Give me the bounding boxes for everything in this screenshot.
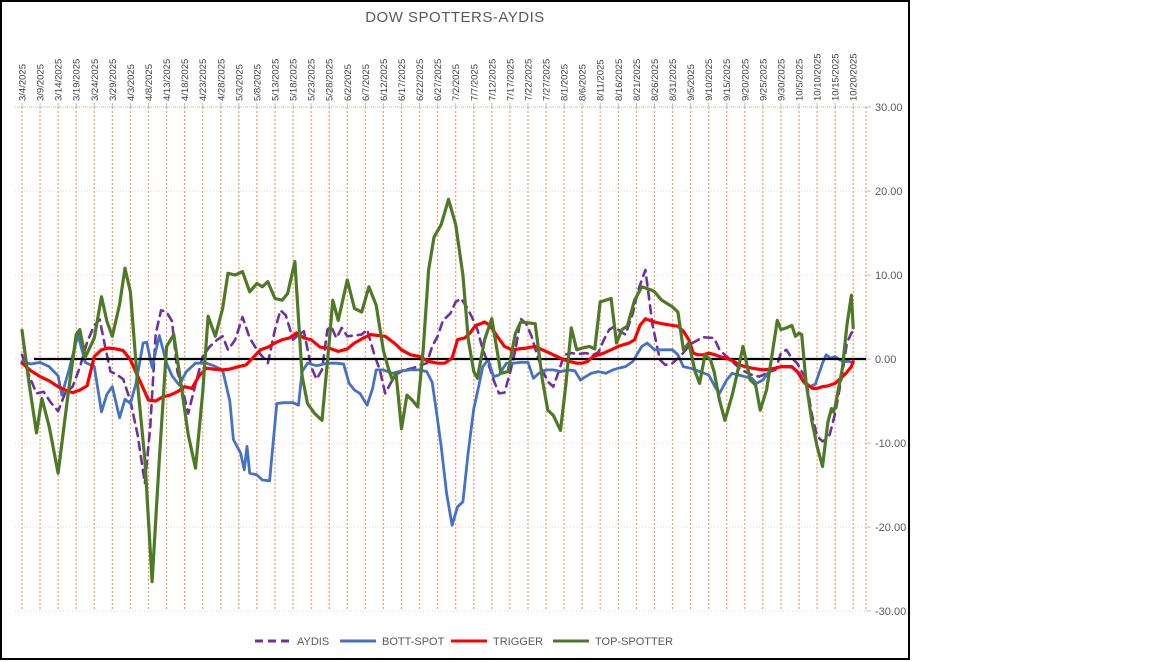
x-axis-date-label: 3/24/2025 [90, 59, 101, 101]
y-axis-label: -30.00 [875, 606, 906, 618]
x-axis-date-label: 4/13/2025 [162, 59, 173, 101]
y-axis-label: 30.00 [875, 102, 903, 114]
x-axis-date-label: 3/9/2025 [36, 64, 47, 101]
x-axis-date-label: 6/17/2025 [397, 59, 408, 101]
legend-label: TOP-SPOTTER [595, 636, 673, 648]
x-axis-date-label: 9/30/2025 [776, 59, 787, 101]
x-axis-date-label: 9/10/2025 [704, 59, 715, 101]
x-axis-date-label: 9/20/2025 [740, 59, 751, 101]
x-axis-date-label: 3/29/2025 [108, 59, 119, 101]
x-axis-date-label: 9/5/2025 [686, 64, 697, 101]
x-axis-date-label: 5/13/2025 [270, 59, 281, 101]
y-axis-label: -10.00 [875, 438, 906, 450]
x-axis-date-label: 7/2/2025 [451, 64, 462, 101]
x-axis-date-label: 10/10/2025 [813, 53, 824, 101]
x-axis-date-label: 5/28/2025 [325, 59, 336, 101]
x-axis-date-label: 10/15/2025 [831, 53, 842, 101]
x-axis-date-label: 4/18/2025 [180, 59, 191, 101]
x-axis-date-label: 10/20/2025 [849, 53, 860, 101]
x-axis-date-label: 8/21/2025 [632, 59, 643, 101]
x-axis-date-label: 8/6/2025 [578, 64, 589, 101]
x-axis-date-label: 9/25/2025 [758, 59, 769, 101]
x-axis-date-label: 5/18/2025 [289, 59, 300, 101]
x-axis-date-label: 8/26/2025 [650, 59, 661, 101]
x-axis-date-label: 9/15/2025 [722, 59, 733, 101]
chart-title: DOW SPOTTERS-AYDIS [365, 9, 545, 26]
x-axis-date-label: 4/3/2025 [126, 64, 137, 101]
legend-item-top-spotter[interactable]: TOP-SPOTTER [553, 636, 673, 648]
y-axis-label: -20.00 [875, 522, 906, 534]
series-aydis[interactable] [20, 268, 855, 485]
legend-label: TRIGGER [493, 636, 543, 648]
legend-label: AYDIS [297, 636, 329, 648]
x-axis-date-label: 8/31/2025 [668, 59, 679, 101]
x-axis-date-label: 8/1/2025 [560, 64, 571, 101]
x-axis-date-label: 7/7/2025 [469, 64, 480, 101]
legend-item-aydis[interactable]: AYDIS [255, 636, 329, 648]
x-axis-date-label: 3/19/2025 [72, 59, 83, 101]
x-axis-date-label: 5/3/2025 [234, 64, 245, 101]
y-axis-label: 0.00 [875, 354, 896, 366]
x-axis-date-label: 5/8/2025 [252, 64, 263, 101]
series-top-spotter[interactable] [20, 197, 855, 584]
x-axis-date-label: 6/27/2025 [433, 59, 444, 101]
x-axis-date-label: 7/27/2025 [542, 59, 553, 101]
x-axis-date-label: 4/28/2025 [216, 59, 227, 101]
x-axis-date-label: 7/22/2025 [523, 59, 534, 101]
x-axis-date-label: 7/12/2025 [487, 59, 498, 101]
legend-label: BOTT-SPOT [382, 636, 445, 648]
x-axis-date-label: 3/4/2025 [18, 64, 29, 101]
y-axis-label: 10.00 [875, 270, 903, 282]
x-axis-date-label: 6/7/2025 [361, 64, 372, 101]
x-axis-date-label: 4/8/2025 [144, 64, 155, 101]
chart-svg: 30.00 20.00 10.00 0.00 -10.00 -20.00 -30.00 3/4… [15, 53, 906, 648]
x-axis-date-label: 6/2/2025 [343, 64, 354, 101]
chart-area[interactable]: DOW SPOTTERS-AYDIS 30.00 20.00 10.00 0.00 -1… [0, 0, 910, 660]
x-axis-date-label: 6/22/2025 [415, 59, 426, 101]
x-axis-date-label: 8/11/2025 [596, 59, 607, 101]
legend-item-trigger[interactable]: TRIGGER [451, 636, 543, 648]
y-axis-label: 20.00 [875, 186, 903, 198]
x-axis-date-label: 5/23/2025 [307, 59, 318, 101]
legend-item-bott-spot[interactable]: BOTT-SPOT [340, 636, 445, 648]
x-axis-date-label: 6/12/2025 [379, 59, 390, 101]
x-axis-date-label: 10/5/2025 [795, 59, 806, 101]
x-axis-date-label: 7/17/2025 [505, 59, 516, 101]
x-axis-date-label: 4/23/2025 [198, 59, 209, 101]
x-axis-date-label: 3/14/2025 [54, 59, 65, 101]
x-axis-date-label: 8/16/2025 [614, 59, 625, 101]
series-bott-spot[interactable] [20, 333, 855, 527]
